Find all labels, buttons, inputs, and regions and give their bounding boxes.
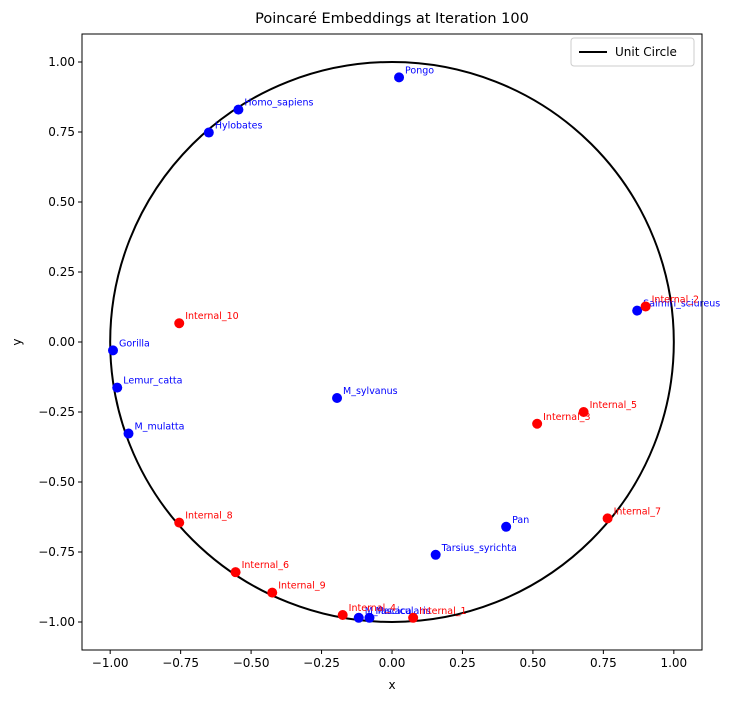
y-tick-label: 0.00 bbox=[48, 335, 75, 349]
internal-point-label: Internal_5 bbox=[590, 400, 637, 411]
y-tick-label: −0.25 bbox=[38, 405, 75, 419]
x-tick-label: 1.00 bbox=[660, 656, 687, 670]
unit-circle bbox=[109, 61, 675, 623]
internal-node: Internal_3 bbox=[532, 412, 591, 429]
leaf-point-label: M_sylvanus bbox=[343, 386, 398, 397]
legend: Unit Circle bbox=[570, 37, 695, 67]
internal-node: Internal_6 bbox=[230, 560, 289, 578]
y-tick-label: 0.75 bbox=[48, 125, 75, 139]
internal-point bbox=[174, 517, 185, 528]
leaf-point-label: Macaca bbox=[375, 606, 411, 617]
internal-node: Internal_7 bbox=[602, 506, 661, 524]
legend-box bbox=[570, 37, 695, 67]
x-axis: −1.00 −0.75 −0.50 −0.25 0.00 0.25 0.50 0.75 1.00 bbox=[92, 650, 687, 670]
x-tick-label: 0.00 bbox=[379, 656, 406, 670]
leaf-point bbox=[203, 127, 214, 138]
internal-point bbox=[267, 587, 278, 598]
leaf-point-label: M_mulatta bbox=[135, 422, 185, 433]
leaf-point bbox=[394, 72, 405, 83]
internal-point-label: Internal_6 bbox=[242, 560, 289, 571]
y-tick-label: 0.25 bbox=[48, 265, 75, 279]
internal-point bbox=[408, 612, 419, 623]
leaf-point bbox=[123, 428, 134, 439]
internal-point-label: Internal_10 bbox=[185, 311, 238, 322]
leaf-node: M_mulatta bbox=[123, 422, 185, 439]
internal-node: Internal_5 bbox=[578, 400, 637, 417]
internal-point-label: Internal_3 bbox=[543, 412, 590, 423]
leaf-node: Lemur_catta bbox=[112, 376, 182, 393]
internal-point-label: Internal_8 bbox=[185, 511, 232, 522]
leaf-point bbox=[632, 305, 643, 316]
internal-node: Internal_10 bbox=[174, 311, 239, 329]
leaf-point-label: Gorilla bbox=[119, 338, 150, 349]
x-tick-label: −0.25 bbox=[303, 656, 340, 670]
y-tick-label: 1.00 bbox=[48, 55, 75, 69]
leaf-node: Tarsius_syrichta bbox=[430, 543, 517, 560]
y-axis-label: y bbox=[10, 338, 24, 345]
y-tick-label: −1.00 bbox=[38, 615, 75, 629]
internal-point-label: Internal_9 bbox=[278, 581, 325, 592]
x-tick-label: 0.50 bbox=[520, 656, 547, 670]
leaf-point bbox=[501, 521, 512, 532]
leaf-node: Saimiri_sciureus bbox=[632, 299, 720, 316]
legend-label-unit-circle: Unit Circle bbox=[615, 45, 677, 59]
leaf-node: Pan bbox=[501, 515, 529, 532]
internal-node: Internal_1 bbox=[408, 606, 467, 623]
x-tick-label: −0.50 bbox=[233, 656, 270, 670]
internal-point-label: Internal_2 bbox=[652, 294, 699, 305]
leaf-node: Homo_sapiens bbox=[233, 98, 313, 115]
internal-point bbox=[578, 407, 589, 417]
leaf-point-label: Saimiri_sciureus bbox=[643, 299, 720, 310]
internal-node: Internal_8 bbox=[174, 511, 233, 528]
leaf-node: Hylobates bbox=[203, 121, 263, 138]
x-tick-label: −1.00 bbox=[92, 656, 129, 670]
internal-node: Internal_2 bbox=[640, 294, 699, 312]
leaf-point-label: Hylobates bbox=[215, 121, 263, 132]
leaf-point-label: M_fascicularis bbox=[365, 606, 431, 617]
leaf-point bbox=[233, 104, 244, 115]
x-tick-label: −0.75 bbox=[162, 656, 199, 670]
leaf-point bbox=[353, 612, 364, 623]
leaf-point bbox=[364, 612, 375, 623]
internal-point bbox=[337, 610, 348, 620]
leaf-node: Macaca bbox=[364, 606, 412, 623]
y-tick-label: −0.75 bbox=[38, 545, 75, 559]
chart-title: Poincaré Embeddings at Iteration 100 bbox=[255, 11, 529, 27]
y-tick-label: 0.50 bbox=[48, 195, 75, 209]
internal-point-label: Internal_4 bbox=[349, 603, 396, 614]
x-axis-label: x bbox=[388, 678, 395, 692]
internal-point bbox=[532, 418, 543, 429]
leaf-point-label: Lemur_catta bbox=[123, 376, 182, 387]
leaf-point bbox=[430, 549, 441, 560]
leaf-point-label: Pongo bbox=[405, 65, 434, 76]
internal-point-label: Internal_7 bbox=[614, 506, 661, 517]
internal-node: Internal_4 bbox=[337, 603, 396, 620]
leaf-node: M_fascicularis bbox=[353, 606, 431, 623]
internal-point-label: Internal_1 bbox=[419, 606, 466, 617]
leaf-node: Pongo bbox=[394, 65, 434, 83]
internal-point bbox=[640, 301, 651, 312]
internal-point bbox=[230, 567, 241, 578]
leaf-point-label: Tarsius_syrichta bbox=[441, 543, 517, 554]
leaf-node: Gorilla bbox=[108, 338, 150, 356]
leaf-point bbox=[112, 382, 123, 393]
x-tick-label: 0.75 bbox=[590, 656, 617, 670]
internal-node: Internal_9 bbox=[267, 581, 326, 598]
x-tick-label: 0.25 bbox=[449, 656, 476, 670]
internal-point bbox=[602, 513, 613, 524]
leaf-point-label: Pan bbox=[512, 515, 529, 526]
y-axis: −1.00 −0.75 −0.50 −0.25 0.00 0.25 0.50 0.75 1.00 bbox=[38, 55, 82, 629]
internal-point bbox=[174, 318, 185, 329]
leaf-point bbox=[332, 393, 343, 403]
leaf-point-label: Homo_sapiens bbox=[244, 98, 313, 109]
y-tick-label: −0.50 bbox=[38, 475, 75, 489]
plot-frame bbox=[81, 33, 703, 651]
leaf-point bbox=[108, 345, 118, 356]
leaf-node: M_sylvanus bbox=[332, 386, 398, 403]
